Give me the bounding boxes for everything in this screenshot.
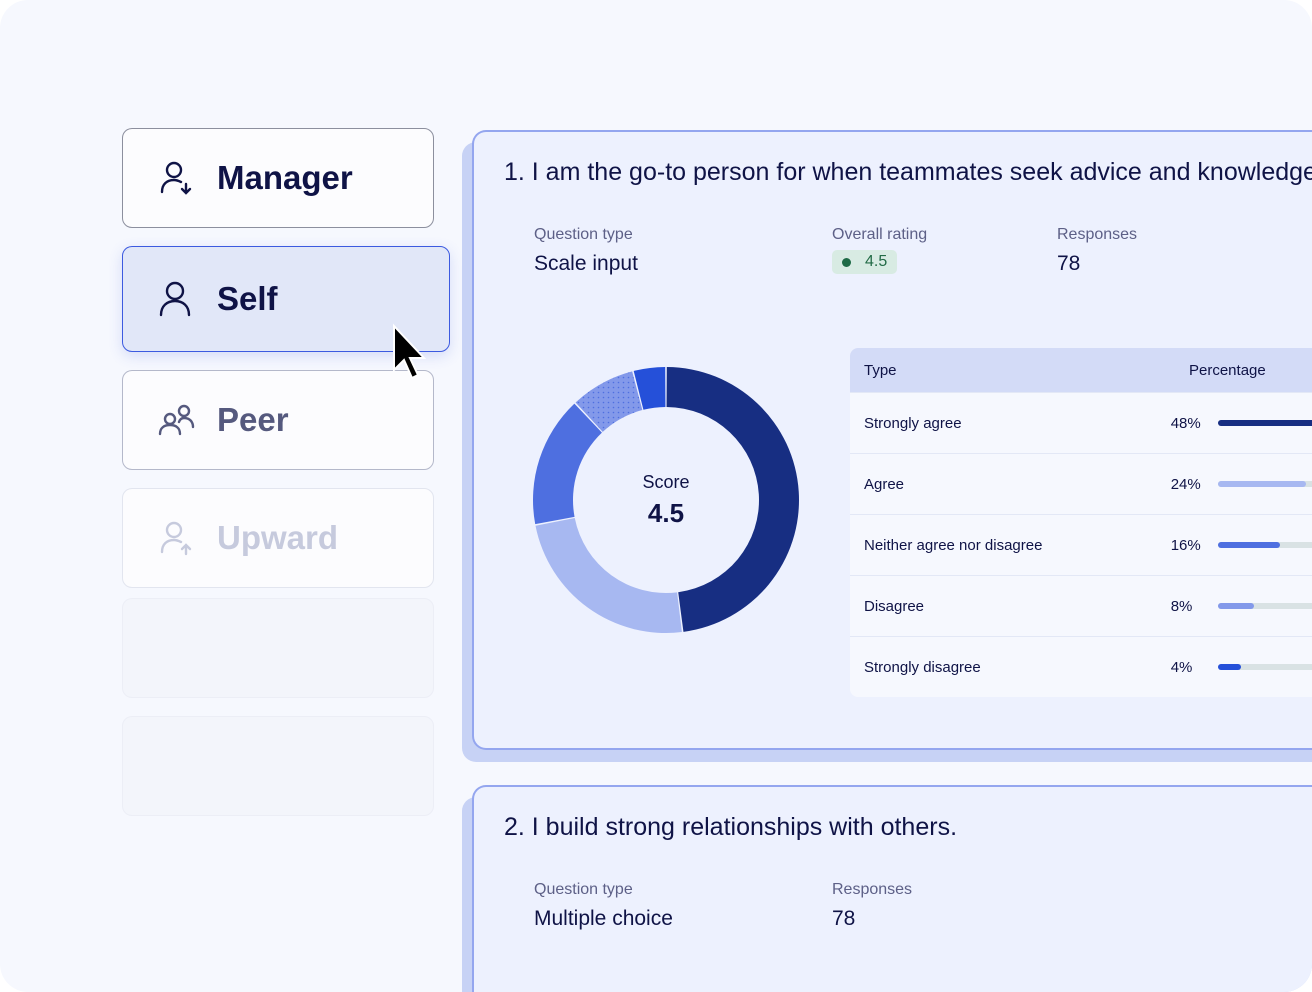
row-percentage: 48% <box>1170 414 1201 432</box>
placeholder-card <box>122 598 434 698</box>
row-percentage: 8% <box>1170 597 1193 615</box>
user-icon <box>159 281 191 317</box>
role-label: Upward <box>217 519 339 556</box>
mouse-cursor-icon <box>393 323 427 380</box>
percentage-bar <box>1217 603 1312 609</box>
header-percentage: Percentage <box>1189 361 1266 379</box>
role-label: Self <box>217 280 278 317</box>
table-row: Agree 24% <box>850 453 1312 514</box>
table-row: Strongly agree 48% <box>850 392 1312 453</box>
row-percentage: 4% <box>1170 658 1193 676</box>
distribution-table: Type Percentage Strongly agree 48% Agree 24… <box>850 348 1312 697</box>
meta-label: Question type <box>534 226 633 243</box>
meta-value: Multiple choice <box>534 907 673 930</box>
meta-label: Overall rating <box>832 226 928 243</box>
meta-label: Responses <box>832 881 913 898</box>
donut-slice <box>533 403 602 525</box>
row-type: Strongly agree <box>864 414 962 432</box>
question-type: Question type Multiple choice <box>534 881 673 931</box>
score-donut-chart: Score 4.5 <box>533 367 800 633</box>
table-row: Strongly disagree 4% <box>850 636 1312 697</box>
role-label: Peer <box>217 401 289 438</box>
donut-center-value: 4.5 <box>648 498 684 528</box>
role-self[interactable]: Self <box>122 246 450 352</box>
user-arrow-up-icon <box>160 521 192 556</box>
table-row: Neither agree nor disagree 16% <box>850 514 1312 575</box>
question-title: 2. I build strong relationships with oth… <box>504 813 958 841</box>
users-icon <box>158 404 195 436</box>
percentage-bar <box>1217 481 1312 487</box>
donut-center-label: Score <box>642 472 689 492</box>
percentage-bar-fill <box>1217 664 1241 670</box>
question-card-2: 2. I build strong relationships with oth… <box>472 785 1312 992</box>
donut-slice <box>575 371 643 432</box>
table-header: Type Percentage <box>850 348 1312 392</box>
question-title: 1. I am the go-to person for when teamma… <box>504 158 1312 186</box>
question-card-1: 1. I am the go-to person for when teamma… <box>472 130 1312 750</box>
row-type: Disagree <box>864 597 925 615</box>
status-dot-icon <box>842 257 851 267</box>
meta-value: Scale input <box>534 252 638 275</box>
responses: Responses 78 <box>832 881 912 931</box>
percentage-bar <box>1217 664 1312 670</box>
user-arrow-down-icon <box>160 161 192 195</box>
responses: Responses 78 <box>1057 226 1137 276</box>
role-manager[interactable]: Manager <box>122 128 434 228</box>
table-row: Disagree 8% <box>850 575 1312 636</box>
role-label: Manager <box>217 159 353 196</box>
donut-slice <box>633 367 666 410</box>
percentage-bar-fill <box>1217 420 1312 426</box>
meta-label: Responses <box>1057 226 1138 243</box>
header-type: Type <box>864 361 897 379</box>
role-peer[interactable]: Peer <box>122 370 434 470</box>
question-type: Question type Scale input <box>534 226 638 276</box>
donut-slice <box>535 517 682 633</box>
percentage-bar-fill <box>1217 603 1254 609</box>
meta-label: Question type <box>534 881 633 898</box>
role-upward: Upward <box>122 488 434 588</box>
percentage-bar-fill <box>1217 481 1306 487</box>
percentage-bar-fill <box>1217 542 1280 548</box>
row-type: Neither agree nor disagree <box>864 536 1043 554</box>
row-percentage: 24% <box>1170 475 1201 493</box>
placeholder-card <box>122 716 434 816</box>
overall-rating: Overall rating 4.5 <box>832 226 927 274</box>
meta-value: 78 <box>1057 252 1081 275</box>
donut-slice <box>666 367 800 632</box>
percentage-bar <box>1217 420 1312 426</box>
row-type: Strongly disagree <box>864 658 981 676</box>
rating-badge: 4.5 <box>832 250 898 274</box>
row-percentage: 16% <box>1170 536 1201 554</box>
rating-value: 4.5 <box>865 253 888 270</box>
percentage-bar <box>1217 542 1312 548</box>
row-type: Agree <box>864 475 905 493</box>
meta-value: 78 <box>832 907 856 930</box>
